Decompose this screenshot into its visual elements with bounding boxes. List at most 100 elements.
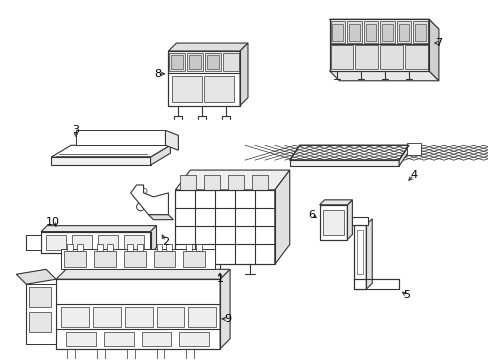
Polygon shape — [171, 55, 183, 69]
Polygon shape — [251, 175, 267, 190]
Polygon shape — [406, 143, 420, 155]
Polygon shape — [123, 235, 143, 251]
Polygon shape — [126, 243, 132, 251]
Polygon shape — [61, 249, 215, 269]
Polygon shape — [354, 279, 398, 289]
Polygon shape — [204, 175, 220, 190]
Polygon shape — [240, 43, 247, 105]
Polygon shape — [382, 24, 392, 41]
Text: 4: 4 — [409, 170, 417, 180]
Polygon shape — [29, 312, 51, 332]
Polygon shape — [94, 251, 116, 267]
Polygon shape — [156, 307, 184, 327]
Polygon shape — [41, 226, 156, 231]
Polygon shape — [396, 21, 410, 43]
Text: 3: 3 — [72, 125, 80, 135]
Polygon shape — [205, 53, 221, 71]
Polygon shape — [188, 307, 216, 327]
Polygon shape — [67, 349, 75, 359]
Polygon shape — [123, 251, 145, 267]
Polygon shape — [29, 287, 51, 307]
Polygon shape — [51, 145, 170, 157]
Polygon shape — [106, 243, 113, 251]
Polygon shape — [165, 130, 178, 150]
Polygon shape — [380, 45, 402, 69]
Polygon shape — [148, 215, 173, 220]
Polygon shape — [352, 217, 367, 225]
Polygon shape — [126, 349, 134, 359]
Polygon shape — [124, 307, 152, 327]
Polygon shape — [319, 205, 346, 239]
Polygon shape — [56, 279, 220, 349]
Text: 10: 10 — [46, 217, 60, 227]
Polygon shape — [354, 225, 366, 289]
Text: 1: 1 — [216, 274, 223, 284]
Polygon shape — [366, 219, 371, 289]
Polygon shape — [150, 226, 156, 253]
Polygon shape — [319, 200, 352, 205]
Polygon shape — [56, 269, 230, 279]
Polygon shape — [97, 243, 102, 251]
Text: 5: 5 — [403, 290, 410, 300]
Polygon shape — [329, 19, 428, 71]
Polygon shape — [168, 51, 240, 105]
Polygon shape — [365, 24, 375, 41]
Polygon shape — [16, 269, 56, 284]
Polygon shape — [76, 130, 165, 145]
Polygon shape — [103, 332, 133, 346]
Polygon shape — [404, 45, 427, 69]
Polygon shape — [346, 200, 352, 239]
Polygon shape — [207, 55, 219, 69]
Polygon shape — [330, 45, 353, 69]
Polygon shape — [156, 243, 162, 251]
Polygon shape — [93, 307, 121, 327]
Polygon shape — [196, 243, 202, 251]
Polygon shape — [66, 332, 96, 346]
Text: 2: 2 — [162, 237, 169, 247]
Polygon shape — [380, 21, 394, 43]
Polygon shape — [348, 24, 359, 41]
Polygon shape — [183, 251, 205, 267]
Polygon shape — [220, 269, 230, 349]
Polygon shape — [227, 175, 244, 190]
Polygon shape — [168, 43, 247, 51]
Polygon shape — [180, 175, 196, 190]
Polygon shape — [223, 53, 239, 71]
Polygon shape — [26, 284, 56, 344]
Polygon shape — [289, 145, 408, 160]
Polygon shape — [330, 21, 345, 43]
Polygon shape — [204, 76, 234, 102]
Polygon shape — [346, 21, 361, 43]
Text: 6: 6 — [307, 210, 314, 220]
Text: 8: 8 — [154, 69, 161, 79]
Polygon shape — [153, 251, 175, 267]
Polygon shape — [186, 243, 192, 251]
Polygon shape — [72, 235, 92, 251]
Text: 7: 7 — [434, 38, 442, 48]
Polygon shape — [398, 24, 408, 41]
Polygon shape — [97, 349, 104, 359]
Polygon shape — [51, 157, 150, 165]
Text: 9: 9 — [224, 314, 231, 324]
Polygon shape — [142, 332, 171, 346]
Circle shape — [29, 239, 37, 247]
Polygon shape — [329, 71, 438, 81]
Polygon shape — [46, 235, 66, 251]
Polygon shape — [414, 24, 425, 41]
Polygon shape — [26, 235, 41, 251]
Polygon shape — [187, 53, 203, 71]
Polygon shape — [41, 231, 150, 253]
Polygon shape — [98, 235, 118, 251]
Polygon shape — [156, 349, 164, 359]
Polygon shape — [67, 243, 73, 251]
Polygon shape — [175, 190, 274, 264]
Polygon shape — [398, 145, 408, 166]
Polygon shape — [77, 243, 83, 251]
Polygon shape — [166, 243, 172, 251]
Polygon shape — [289, 160, 398, 166]
Polygon shape — [64, 251, 86, 267]
Polygon shape — [274, 170, 289, 264]
Polygon shape — [329, 19, 438, 29]
Polygon shape — [355, 45, 377, 69]
Polygon shape — [130, 185, 168, 215]
